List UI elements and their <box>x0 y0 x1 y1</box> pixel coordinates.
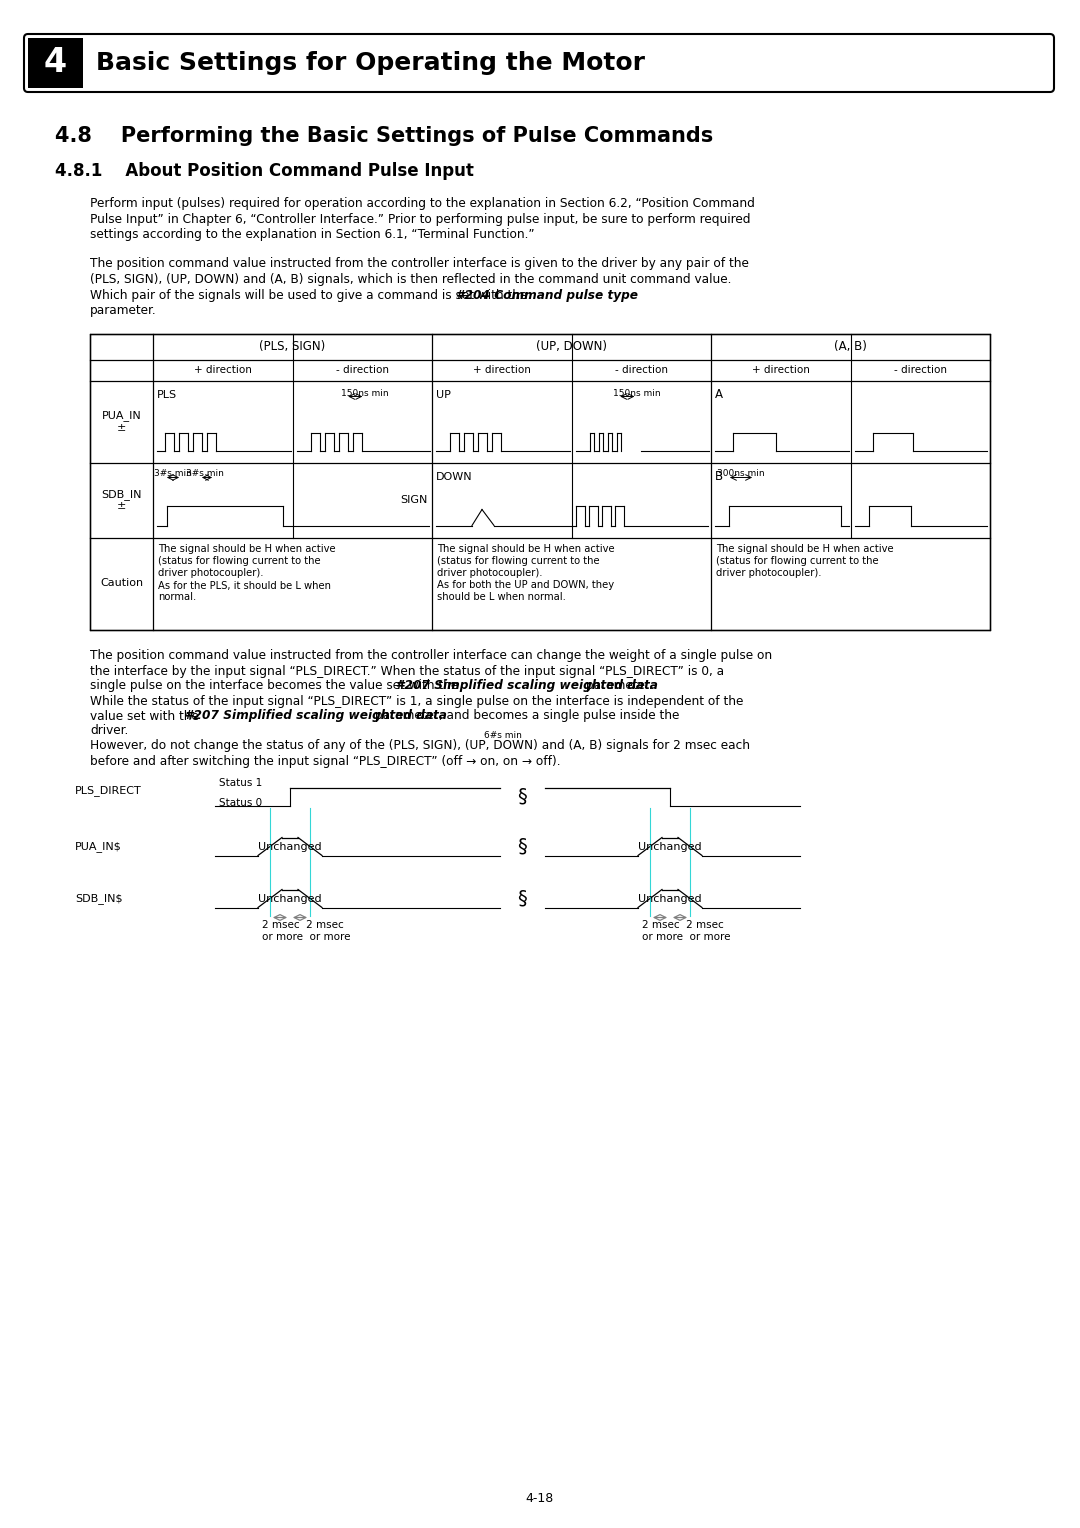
Text: 4.8    Performing the Basic Settings of Pulse Commands: 4.8 Performing the Basic Settings of Pul… <box>55 125 713 147</box>
Text: 3#s min: 3#s min <box>186 469 224 477</box>
Text: Caution: Caution <box>100 579 143 588</box>
Text: As for both the UP and DOWN, they: As for both the UP and DOWN, they <box>437 581 615 590</box>
Text: §: § <box>517 837 527 856</box>
Text: (status for flowing current to the: (status for flowing current to the <box>158 556 321 567</box>
Text: the interface by the input signal “PLS_DIRECT.” When the status of the input sig: the interface by the input signal “PLS_D… <box>90 665 724 677</box>
Text: normal.: normal. <box>158 593 197 602</box>
Text: (UP, DOWN): (UP, DOWN) <box>536 341 607 353</box>
Text: SDB_IN
±: SDB_IN ± <box>102 489 141 512</box>
Text: driver.: driver. <box>90 724 129 738</box>
Text: or more  or more: or more or more <box>642 932 730 941</box>
Text: 4.8.1    About Position Command Pulse Input: 4.8.1 About Position Command Pulse Input <box>55 162 474 180</box>
Text: §: § <box>517 889 527 908</box>
Bar <box>90 333 990 630</box>
Text: parameter.: parameter. <box>582 680 652 692</box>
Text: UP: UP <box>436 390 450 399</box>
Text: Pulse Input” in Chapter 6, “Controller Interface.” Prior to performing pulse inp: Pulse Input” in Chapter 6, “Controller I… <box>90 212 751 226</box>
Text: parameter.: parameter. <box>90 304 157 316</box>
Text: §: § <box>517 787 527 805</box>
Text: DOWN: DOWN <box>436 472 473 481</box>
Text: A: A <box>715 388 723 400</box>
Text: settings according to the explanation in Section 6.1, “Terminal Function.”: settings according to the explanation in… <box>90 228 535 241</box>
Text: The position command value instructed from the controller interface can change t: The position command value instructed fr… <box>90 649 772 663</box>
Text: 4: 4 <box>44 46 67 79</box>
Text: #207 Simplified scaling weighted data: #207 Simplified scaling weighted data <box>186 709 447 723</box>
Text: Unchanged: Unchanged <box>258 842 322 851</box>
Text: - direction: - direction <box>615 365 667 374</box>
Text: 300ns min: 300ns min <box>717 469 765 477</box>
Text: #207 Simplified scaling weighted data: #207 Simplified scaling weighted data <box>396 680 658 692</box>
Text: The signal should be H when active: The signal should be H when active <box>437 544 615 555</box>
Text: The position command value instructed from the controller interface is given to : The position command value instructed fr… <box>90 258 748 270</box>
Text: (PLS, SIGN), (UP, DOWN) and (A, B) signals, which is then reflected in the comma: (PLS, SIGN), (UP, DOWN) and (A, B) signa… <box>90 274 731 286</box>
Text: should be L when normal.: should be L when normal. <box>437 593 566 602</box>
Text: Status 1: Status 1 <box>219 778 262 787</box>
Text: PUA_IN
±: PUA_IN ± <box>102 410 141 432</box>
Text: + direction: + direction <box>473 365 530 374</box>
Text: Perform input (pulses) required for operation according to the explanation in Se: Perform input (pulses) required for oper… <box>90 197 755 209</box>
Text: The signal should be H when active: The signal should be H when active <box>716 544 893 555</box>
Text: 6#s min: 6#s min <box>484 730 522 740</box>
Text: While the status of the input signal “PLS_DIRECT” is 1, a single pulse on the in: While the status of the input signal “PL… <box>90 695 743 707</box>
Text: 2 msec  2 msec: 2 msec 2 msec <box>642 920 724 929</box>
Text: PUA_IN$: PUA_IN$ <box>75 840 122 853</box>
Text: SDB_IN$: SDB_IN$ <box>75 892 122 905</box>
Text: (status for flowing current to the: (status for flowing current to the <box>437 556 599 567</box>
Text: The signal should be H when active: The signal should be H when active <box>158 544 336 555</box>
Text: driver photocoupler).: driver photocoupler). <box>437 568 542 579</box>
Text: 3#s min: 3#s min <box>154 469 192 477</box>
Text: B: B <box>715 471 724 483</box>
Text: + direction: + direction <box>752 365 810 374</box>
Text: However, do not change the status of any of the (PLS, SIGN), (UP, DOWN) and (A, : However, do not change the status of any… <box>90 740 750 752</box>
Text: driver photocoupler).: driver photocoupler). <box>716 568 822 579</box>
Text: 150ns min: 150ns min <box>341 388 389 397</box>
Text: before and after switching the input signal “PLS_DIRECT” (off → on, on → off).: before and after switching the input sig… <box>90 755 561 767</box>
Text: Unchanged: Unchanged <box>258 894 322 903</box>
Text: 150ns min: 150ns min <box>613 388 661 397</box>
Text: #204 Command pulse type: #204 Command pulse type <box>457 289 638 301</box>
Text: single pulse on the interface becomes the value set with the: single pulse on the interface becomes th… <box>90 680 462 692</box>
Text: (A, B): (A, B) <box>834 341 867 353</box>
Text: value set with the: value set with the <box>90 709 203 723</box>
Text: 4-18: 4-18 <box>526 1491 554 1505</box>
Text: - direction: - direction <box>336 365 389 374</box>
Text: (status for flowing current to the: (status for flowing current to the <box>716 556 879 567</box>
Text: or more  or more: or more or more <box>262 932 351 941</box>
Text: 2 msec  2 msec: 2 msec 2 msec <box>262 920 343 929</box>
Text: Unchanged: Unchanged <box>638 894 702 903</box>
Text: Status 0: Status 0 <box>219 798 262 807</box>
Text: Which pair of the signals will be used to give a command is set with the: Which pair of the signals will be used t… <box>90 289 531 301</box>
Text: Unchanged: Unchanged <box>638 842 702 851</box>
Text: driver photocoupler).: driver photocoupler). <box>158 568 264 579</box>
Text: SIGN: SIGN <box>401 495 428 504</box>
Text: (PLS, SIGN): (PLS, SIGN) <box>259 341 326 353</box>
Text: PLS_DIRECT: PLS_DIRECT <box>75 785 141 796</box>
Bar <box>28 38 83 89</box>
Text: + direction: + direction <box>193 365 252 374</box>
FancyBboxPatch shape <box>24 34 1054 92</box>
Text: Basic Settings for Operating the Motor: Basic Settings for Operating the Motor <box>96 50 645 75</box>
Text: parameter, and becomes a single pulse inside the: parameter, and becomes a single pulse in… <box>372 709 679 723</box>
Text: - direction: - direction <box>894 365 947 374</box>
Text: PLS: PLS <box>157 390 177 399</box>
Text: As for the PLS, it should be L when: As for the PLS, it should be L when <box>158 581 330 590</box>
